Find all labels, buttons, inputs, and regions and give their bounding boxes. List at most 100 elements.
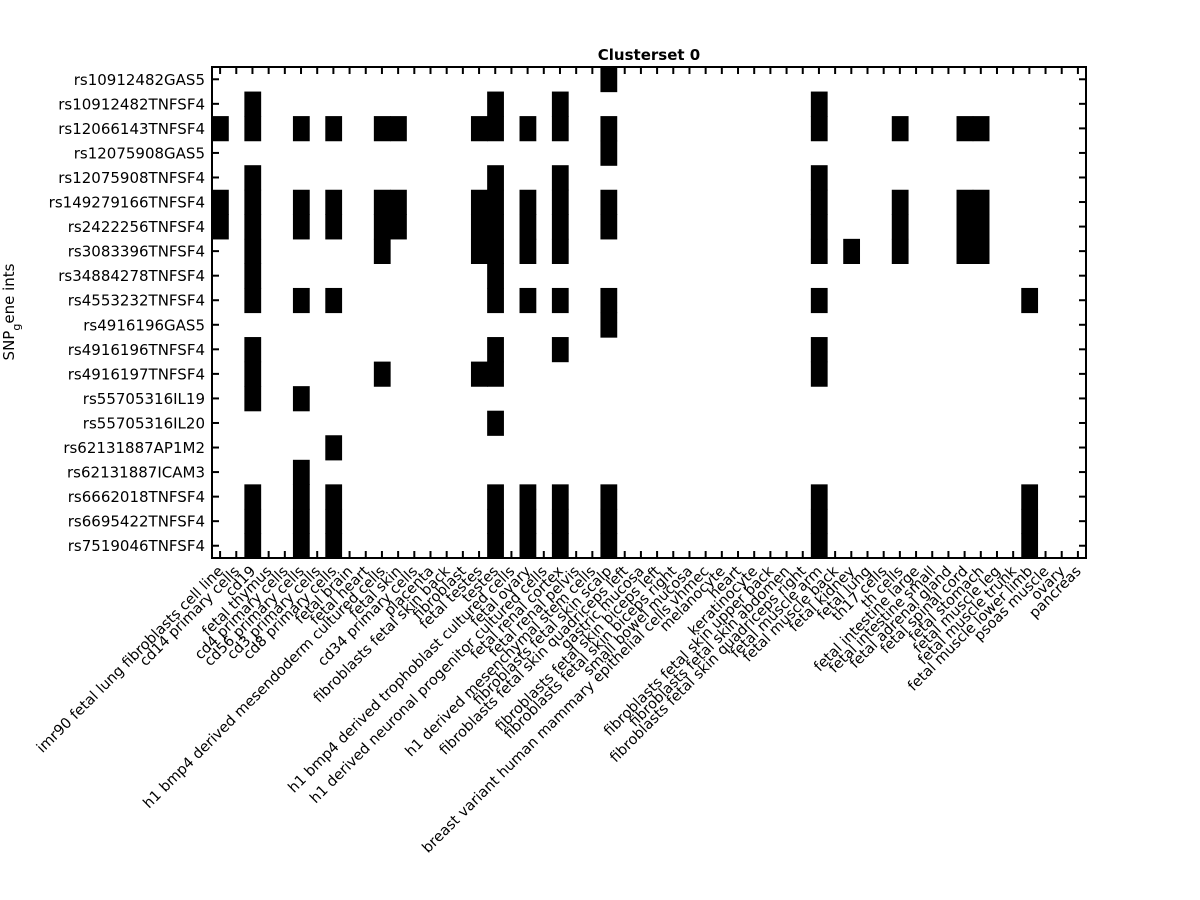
y-tick-label: rs4916196TNFSF4 [68,341,205,359]
heatmap-cell [551,91,569,117]
heatmap-cell [325,189,343,215]
y-tick-label: rs12066143TNFSF4 [58,120,205,138]
heatmap-cell [487,337,504,363]
heatmap-cell [891,116,909,142]
ticks-layer [212,67,1086,558]
heatmap-cell [810,484,828,510]
heatmap-cell [325,287,343,314]
heatmap-cell [487,508,504,535]
heatmap-cell [972,214,990,240]
heatmap-cell [487,116,504,142]
heatmap-cell [325,435,343,461]
heatmap-cell [487,533,504,559]
heatmap-cell [244,91,262,117]
heatmap-cell [972,189,990,215]
heatmap-cell [1021,287,1039,314]
y-tick-label: rs4553232TNFSF4 [68,292,205,310]
heatmap-cell [487,410,504,436]
heatmap-cell [487,484,504,510]
heatmap-cell [487,91,504,117]
heatmap-cell [390,189,407,215]
y-axis-label-rest: ene ints [0,263,18,323]
y-tick-labels: rs10912482GAS5 rs10912482TNFSF4 rs12066143… [49,71,205,555]
heatmap-cell [1021,484,1039,510]
y-axis-label-subscript: g [10,324,23,331]
heatmap-cell [810,361,828,387]
heatmap-cell [292,484,310,510]
heatmap-cell [519,508,537,535]
heatmap-cell [244,337,262,363]
y-tick-label: rs62131887ICAM3 [67,464,205,482]
y-tick-label: rs12075908GAS5 [74,144,205,162]
heatmap-cell [292,459,310,485]
heatmap-cell [325,508,343,535]
heatmap-cell [325,214,343,240]
heatmap-cell [956,214,974,240]
y-tick-label: rs55705316IL20 [83,414,205,432]
heatmap-cell [244,165,262,191]
heatmap-cell [600,287,618,314]
heatmap-cell [244,238,262,264]
heatmap-cell [244,361,262,387]
heatmap-cell [244,533,262,559]
heatmap-cell [325,533,343,559]
heatmap-cell [1021,533,1039,559]
heatmap-cell [600,214,618,240]
heatmap-cell [212,214,229,240]
y-tick-label: rs4916197TNFSF4 [68,365,205,383]
heatmap-cell [244,189,262,215]
y-tick-label: rs149279166TNFSF4 [49,194,205,212]
heatmap-cell [487,361,504,387]
heatmap-cell [244,214,262,240]
heatmap-cell [519,533,537,559]
heatmap-cell [810,214,828,240]
heatmap-cell [551,337,569,363]
heatmap-cell [810,533,828,559]
heatmap-cell [212,116,229,142]
heatmap-cell [1021,508,1039,535]
heatmap-cell [551,484,569,510]
y-tick-label: rs6662018TNFSF4 [68,488,205,506]
heatmap-cell [390,116,407,142]
heatmap-cell [891,189,909,215]
heatmap-cell [244,508,262,535]
heatmap-cell [487,263,504,289]
heatmap-cell [972,116,990,142]
heatmap-cell [487,189,504,215]
heatmap-cell [972,238,990,264]
heatmap-cell [292,533,310,559]
y-tick-label: rs4916196GAS5 [83,316,205,334]
heatmap-cell [519,189,537,215]
y-tick-label: rs10912482TNFSF4 [58,95,205,113]
heatmap-cell [956,189,974,215]
heatmap-cell [325,116,343,142]
y-axis-label-main: SNP [0,331,18,361]
heatmap-cell [551,238,569,264]
heatmap-cell [470,214,488,240]
heatmap-cell [600,484,618,510]
y-tick-label: rs34884278TNFSF4 [58,267,205,285]
heatmap-cell [373,116,391,142]
heatmap-cell [244,484,262,510]
heatmap-cell [551,165,569,191]
heatmap-cell [519,484,537,510]
heatmap-cell [600,508,618,535]
y-tick-label: rs2422256TNFSF4 [68,218,205,236]
heatmap-cell [600,312,618,338]
heatmap-cell [470,189,488,215]
heatmap-cell [810,508,828,535]
heatmap-cell [470,361,488,387]
heatmap-cell [891,214,909,240]
heatmap-cell [373,189,391,215]
heatmap-cell [810,238,828,264]
plot-area [211,66,1087,559]
heatmap-cell [519,238,537,264]
y-axis-label: SNPgene ints [0,263,23,360]
cells-layer [212,67,1039,559]
heatmap-cell [519,116,537,142]
heatmap-cell [600,67,618,93]
heatmap-cell [551,533,569,559]
heatmap-cell [292,116,310,142]
heatmap-cell [244,263,262,289]
heatmap-cell [244,287,262,314]
